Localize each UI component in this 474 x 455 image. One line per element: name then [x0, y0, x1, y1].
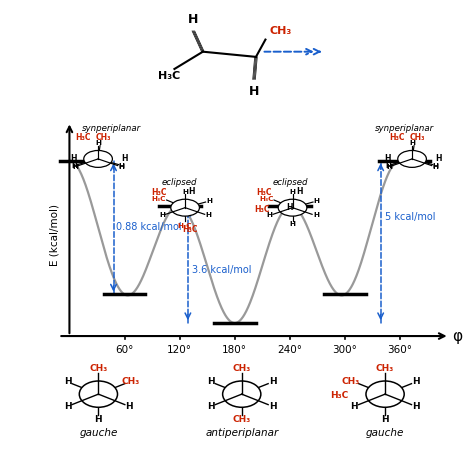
Text: H₃C: H₃C	[158, 71, 180, 81]
Text: H₃C: H₃C	[182, 225, 197, 234]
Text: H₃C: H₃C	[75, 133, 91, 142]
Text: H: H	[72, 163, 78, 170]
Text: H₃C: H₃C	[259, 196, 273, 202]
Text: H: H	[119, 162, 125, 168]
Text: H: H	[95, 140, 101, 147]
Text: H: H	[182, 189, 188, 195]
FancyBboxPatch shape	[137, 10, 337, 104]
Text: H: H	[286, 203, 293, 212]
Text: H₃C: H₃C	[256, 187, 272, 197]
Text: H: H	[121, 154, 128, 163]
Circle shape	[84, 151, 112, 167]
Text: H: H	[206, 212, 211, 218]
Text: H: H	[207, 377, 215, 386]
Text: H: H	[269, 377, 276, 386]
Text: H: H	[290, 221, 295, 227]
Text: CH₃: CH₃	[89, 364, 108, 373]
Text: H₃C: H₃C	[390, 133, 405, 142]
Text: H: H	[267, 212, 273, 218]
Text: CH₃: CH₃	[341, 377, 360, 386]
Circle shape	[223, 381, 261, 407]
Text: H: H	[71, 162, 77, 168]
Text: H: H	[118, 163, 124, 170]
Text: H₃C: H₃C	[152, 196, 166, 202]
Text: H: H	[384, 154, 391, 163]
Text: 180°: 180°	[222, 345, 247, 355]
Text: φ: φ	[452, 329, 463, 344]
Text: H: H	[296, 187, 302, 196]
Text: H: H	[350, 402, 358, 411]
Text: CH₃: CH₃	[410, 133, 425, 142]
Text: 120°: 120°	[167, 345, 192, 355]
Text: H: H	[188, 13, 199, 26]
Text: 240°: 240°	[277, 345, 302, 355]
Text: 60°: 60°	[115, 345, 134, 355]
Text: H: H	[269, 402, 276, 411]
Text: H: H	[412, 402, 420, 411]
Text: H: H	[314, 198, 320, 204]
Text: eclipsed: eclipsed	[162, 178, 198, 187]
Text: H₃C: H₃C	[178, 222, 192, 228]
Text: H: H	[64, 402, 71, 411]
Text: H₃C: H₃C	[255, 205, 270, 214]
Text: H: H	[433, 162, 439, 168]
Text: H: H	[189, 187, 195, 196]
Text: H: H	[412, 377, 420, 386]
Text: H: H	[435, 154, 442, 163]
Text: CH₃: CH₃	[121, 377, 139, 386]
Text: H: H	[385, 162, 392, 168]
Text: H: H	[207, 198, 212, 204]
Text: 5 kcal/mol: 5 kcal/mol	[384, 212, 435, 222]
Text: H: H	[381, 415, 389, 424]
Text: CH₃: CH₃	[376, 364, 394, 373]
Text: gauche: gauche	[79, 428, 118, 438]
Text: gauche: gauche	[366, 428, 404, 438]
Text: synperiplanar: synperiplanar	[375, 124, 434, 133]
Text: H: H	[64, 377, 71, 386]
Text: H: H	[126, 402, 133, 411]
Text: 3.6 kcal/mol: 3.6 kcal/mol	[191, 265, 251, 275]
Text: H: H	[409, 140, 415, 147]
Text: H: H	[70, 154, 76, 163]
Text: 300°: 300°	[332, 345, 357, 355]
Text: E (kcal/mol): E (kcal/mol)	[49, 204, 59, 266]
Text: H: H	[249, 85, 259, 97]
Text: H₃C: H₃C	[330, 391, 349, 400]
Text: CH₃: CH₃	[95, 133, 111, 142]
Text: 0.88 kcal/mol: 0.88 kcal/mol	[116, 222, 182, 233]
Circle shape	[398, 151, 427, 167]
Text: H: H	[432, 163, 438, 170]
Text: H₃C: H₃C	[151, 187, 166, 197]
Text: CH₃: CH₃	[269, 26, 292, 36]
Text: synperiplanar: synperiplanar	[82, 124, 141, 133]
Text: H: H	[313, 212, 319, 218]
Circle shape	[171, 199, 200, 216]
Text: H: H	[159, 212, 165, 218]
Text: H: H	[290, 189, 295, 195]
Text: CH₃: CH₃	[233, 415, 251, 424]
Text: eclipsed: eclipsed	[272, 178, 308, 187]
Text: H: H	[95, 415, 102, 424]
Text: H: H	[386, 163, 392, 170]
Circle shape	[278, 199, 307, 216]
Text: H: H	[207, 402, 215, 411]
Text: antiperiplanar: antiperiplanar	[205, 428, 278, 438]
Text: 360°: 360°	[387, 345, 412, 355]
Text: CH₃: CH₃	[233, 364, 251, 373]
Circle shape	[366, 381, 404, 407]
Circle shape	[79, 381, 118, 407]
